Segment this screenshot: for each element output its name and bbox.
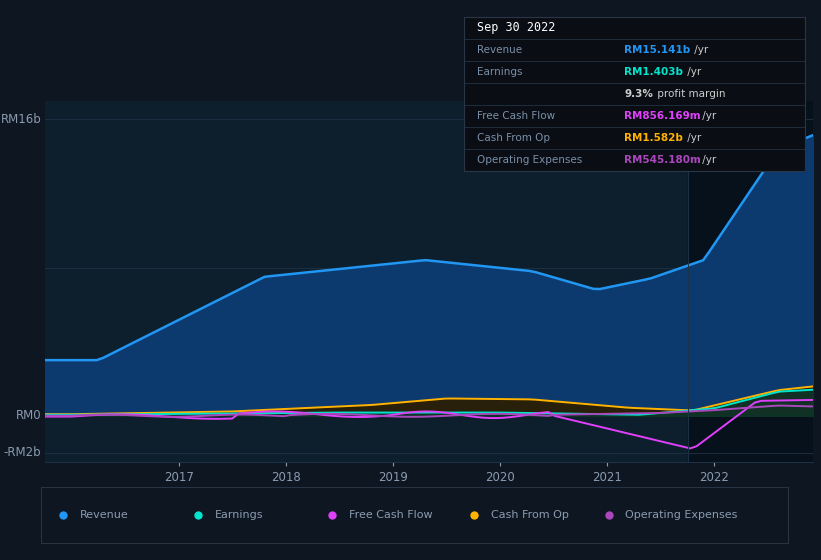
Text: RM856.169m: RM856.169m	[624, 111, 700, 121]
Text: profit margin: profit margin	[654, 89, 726, 99]
Text: Operating Expenses: Operating Expenses	[478, 155, 583, 165]
Text: Cash From Op: Cash From Op	[491, 510, 569, 520]
Bar	[687, 101, 813, 462]
Text: Operating Expenses: Operating Expenses	[626, 510, 737, 520]
Text: RM15.141b: RM15.141b	[624, 45, 690, 55]
Text: Earnings: Earnings	[478, 67, 523, 77]
Text: RM16b: RM16b	[1, 113, 41, 126]
Text: RM1.403b: RM1.403b	[624, 67, 683, 77]
Text: RM545.180m: RM545.180m	[624, 155, 701, 165]
Text: Sep 30 2022: Sep 30 2022	[478, 21, 556, 34]
Text: -RM2b: -RM2b	[3, 446, 41, 459]
Text: /yr: /yr	[699, 155, 716, 165]
Text: Revenue: Revenue	[478, 45, 523, 55]
Text: /yr: /yr	[691, 45, 709, 55]
Text: Cash From Op: Cash From Op	[478, 133, 551, 143]
Text: Free Cash Flow: Free Cash Flow	[349, 510, 433, 520]
Text: Earnings: Earnings	[214, 510, 263, 520]
Text: Free Cash Flow: Free Cash Flow	[478, 111, 556, 121]
Text: /yr: /yr	[684, 133, 701, 143]
Text: Revenue: Revenue	[80, 510, 129, 520]
Text: RM1.582b: RM1.582b	[624, 133, 683, 143]
Text: RM0: RM0	[16, 409, 41, 422]
Text: /yr: /yr	[684, 67, 701, 77]
Text: 9.3%: 9.3%	[624, 89, 653, 99]
Text: /yr: /yr	[699, 111, 716, 121]
